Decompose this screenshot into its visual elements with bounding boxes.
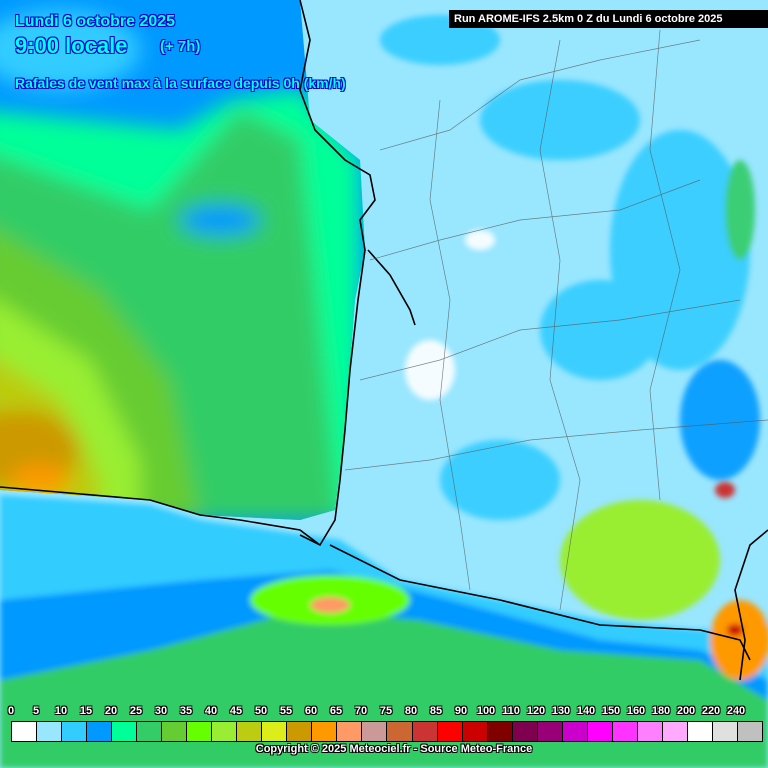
legend-swatch <box>187 722 213 741</box>
legend-label: 5 <box>32 705 40 717</box>
legend-swatch <box>162 722 188 741</box>
parameter-title: Rafales de vent max à la surface depuis … <box>15 75 346 91</box>
legend-label: 10 <box>54 705 68 717</box>
legend-swatch <box>537 722 563 741</box>
legend-swatch <box>437 722 463 741</box>
legend-label: 40 <box>204 705 218 717</box>
legend-swatch <box>612 722 638 741</box>
legend-swatch <box>212 722 238 741</box>
legend-labels: 0 5 10 15 20 25 30 35 40 45 50 55 60 65 70 75 80 85 90 100 1… <box>0 705 768 719</box>
legend-swatch <box>37 722 63 741</box>
forecast-time: 9:00 locale <box>15 33 128 58</box>
legend-label: 35 <box>179 705 193 717</box>
legend-swatch <box>87 722 113 741</box>
legend-label: 140 <box>576 705 596 717</box>
legend-label: 50 <box>254 705 268 717</box>
legend-label: 220 <box>701 705 721 717</box>
legend-swatch <box>687 722 713 741</box>
legend-swatch <box>312 722 338 741</box>
legend-label: 25 <box>129 705 143 717</box>
legend-label: 100 <box>476 705 496 717</box>
legend-swatch <box>12 722 38 741</box>
legend-swatch <box>512 722 538 741</box>
legend-label: 30 <box>154 705 168 717</box>
legend-swatch <box>737 722 762 741</box>
legend-swatch <box>262 722 288 741</box>
legend-label: 45 <box>229 705 243 717</box>
legend-label: 90 <box>454 705 468 717</box>
coastline <box>0 0 768 681</box>
legend-label: 200 <box>676 705 696 717</box>
legend-swatch <box>112 722 138 741</box>
legend-label: 75 <box>379 705 393 717</box>
legend-label: 0 <box>7 705 15 717</box>
legend-swatch <box>62 722 88 741</box>
legend-label: 20 <box>104 705 118 717</box>
legend-swatch <box>712 722 738 741</box>
legend-label: 180 <box>651 705 671 717</box>
legend-swatch <box>637 722 663 741</box>
legend-swatch <box>562 722 588 741</box>
legend-swatch <box>412 722 438 741</box>
legend-label: 110 <box>502 705 520 717</box>
legend-swatch <box>237 722 263 741</box>
legend-label: 240 <box>726 705 746 717</box>
legend-swatch <box>137 722 163 741</box>
legend-swatch <box>587 722 613 741</box>
legend-swatch <box>662 722 688 741</box>
legend-label: 65 <box>329 705 343 717</box>
legend-swatch <box>337 722 363 741</box>
legend-swatch <box>487 722 513 741</box>
forecast-date: Lundi 6 octobre 2025 <box>15 13 176 30</box>
legend-label: 160 <box>626 705 646 717</box>
legend-swatch <box>287 722 313 741</box>
legend-label: 130 <box>551 705 571 717</box>
copyright: Copyright © 2025 Meteociel.fr - Source M… <box>255 743 533 755</box>
ocean-field <box>0 0 365 520</box>
legend-label: 150 <box>601 705 621 717</box>
run-info: Run AROME-IFS 2.5km 0 Z du Lundi 6 octob… <box>449 10 768 28</box>
forecast-offset: (+ 7h) <box>160 38 201 55</box>
legend-swatch <box>362 722 388 741</box>
legend-label: 15 <box>79 705 93 717</box>
legend-label: 85 <box>429 705 443 717</box>
legend-label: 80 <box>404 705 418 717</box>
admin-borders <box>344 29 768 611</box>
legend-label: 70 <box>354 705 368 717</box>
legend-label: 120 <box>526 705 546 717</box>
legend-label: 55 <box>279 705 293 717</box>
legend-color-bar <box>11 721 763 742</box>
legend-swatch <box>462 722 488 741</box>
legend-label: 60 <box>304 705 318 717</box>
legend-swatch <box>387 722 413 741</box>
